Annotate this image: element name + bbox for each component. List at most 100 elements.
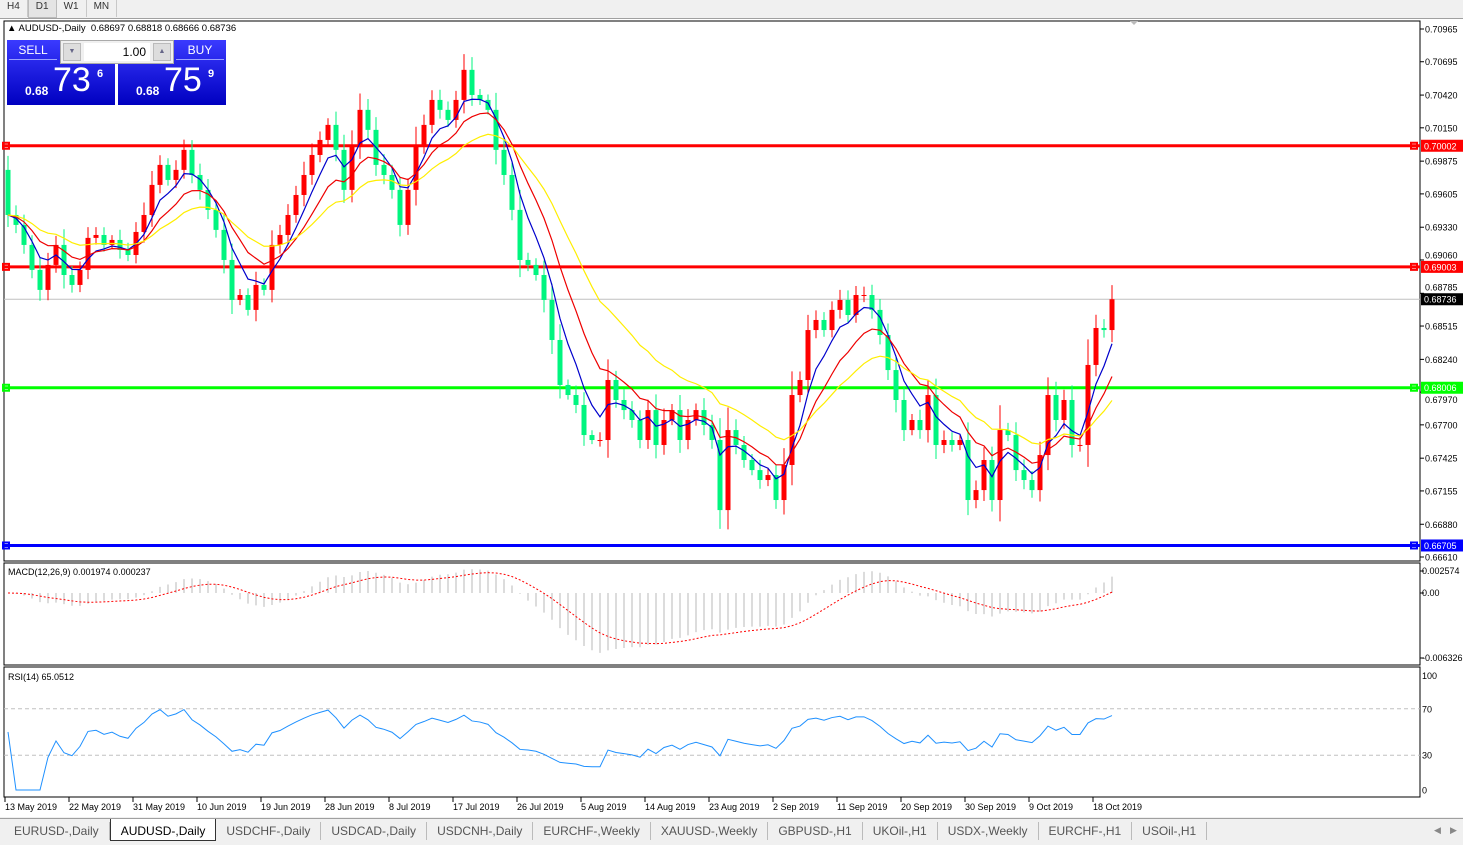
candle-body [853, 295, 859, 316]
candle-body [453, 99, 459, 120]
lot-size-input[interactable]: 1.00 [84, 43, 150, 61]
candle-body [965, 440, 971, 501]
candle-body [341, 149, 347, 190]
candle-body [21, 224, 27, 245]
candle-body [565, 384, 571, 396]
price-tick-label: 0.67155 [1425, 486, 1458, 496]
candle-body [829, 309, 835, 331]
candle-body [429, 99, 435, 125]
date-tick-label: 23 Aug 2019 [709, 802, 760, 812]
candle-body [1101, 327, 1107, 331]
price-chart[interactable]: MACD(12,26,9) 0.001974 0.000237 RSI(14) … [0, 19, 1463, 817]
candle-body [301, 174, 307, 195]
level-anchor-handle [2, 141, 10, 150]
chart-tab-row: EURUSD-,Daily AUDUSD-,Daily USDCHF-,Daily U… [4, 819, 1208, 841]
candle-body [37, 269, 43, 290]
macd-tick-label: 0.002574 [1422, 566, 1460, 576]
candle-body [613, 379, 619, 400]
chart-tab-ukoil-h1[interactable]: UKOil-,H1 [863, 822, 938, 840]
price-tick-label: 0.68240 [1425, 355, 1458, 365]
date-tick-label: 17 Jul 2019 [453, 802, 500, 812]
candle-body [773, 475, 779, 501]
chart-tab-eurchf-weekly[interactable]: EURCHF-,Weekly [533, 822, 651, 840]
candle-body [1093, 327, 1099, 365]
candle-body [629, 410, 635, 420]
level-anchor-handle [2, 541, 10, 550]
buy-price-sup: 9 [208, 68, 215, 80]
price-tick-label: 0.70420 [1425, 91, 1458, 101]
sell-price-sup: 6 [97, 68, 104, 80]
candle-body [509, 174, 515, 210]
candle-body [557, 339, 563, 385]
buy-price-big: 75 [164, 61, 202, 99]
current-price-label: 0.68736 [1424, 295, 1457, 305]
candle-body [125, 249, 131, 255]
price-tick-label: 0.69605 [1425, 189, 1458, 199]
price-tick-label: 0.66880 [1425, 520, 1458, 530]
candle-body [805, 330, 811, 380]
lot-increase-icon[interactable]: ▲ [153, 43, 171, 61]
timeframe-w1[interactable]: W1 [57, 0, 87, 17]
chart-tab-usdcnh-daily[interactable]: USDCNH-,Daily [427, 822, 534, 840]
candle-body [1029, 480, 1035, 491]
timeframe-h4[interactable]: H4 [0, 0, 28, 17]
candle-body [677, 410, 683, 441]
one-click-trading-panel: SELL 0.68 73 6 BUY 0.68 75 9 ▼ 1.00 ▲ [7, 40, 226, 105]
date-tick-label: 18 Oct 2019 [1093, 802, 1142, 812]
date-tick-label: 19 Jun 2019 [261, 802, 311, 812]
candle-body [437, 99, 443, 110]
chart-tab-audusd-daily[interactable]: AUDUSD-,Daily [109, 819, 217, 841]
candle-body [1069, 399, 1075, 445]
chart-tab-usoil-h1[interactable]: USOil-,H1 [1132, 822, 1208, 840]
date-tick-label: 13 May 2019 [5, 802, 57, 812]
chart-tab-usdchf-daily[interactable]: USDCHF-,Daily [216, 822, 322, 840]
moving-average-line [7, 112, 1113, 466]
tabs-scroll-left-icon[interactable]: ◀ [1434, 825, 1441, 835]
candle-body [461, 69, 467, 100]
collapse-triangle-icon[interactable]: ▲ [7, 23, 17, 34]
chart-tab-usdcad-daily[interactable]: USDCAD-,Daily [321, 822, 428, 840]
candle-body [573, 395, 579, 405]
chart-title: ▲ AUDUSD-,Daily 0.68697 0.68818 0.68666 … [7, 23, 236, 34]
chart-tab-xauusd-weekly[interactable]: XAUUSD-,Weekly [651, 822, 769, 840]
timeframe-d1[interactable]: D1 [27, 0, 57, 18]
chart-tab-usdx-weekly[interactable]: USDX-,Weekly [938, 822, 1039, 840]
candle-body [1109, 299, 1115, 331]
candle-body [653, 410, 659, 445]
candle-body [757, 470, 763, 481]
macd-tick-label: 0.00 [1422, 588, 1440, 598]
chart-tab-eurchf-h1[interactable]: EURCHF-,H1 [1039, 822, 1133, 840]
candle-body [717, 440, 723, 511]
tabs-scroll-right-icon[interactable]: ▶ [1450, 825, 1457, 835]
rsi-tick-label: 70 [1422, 704, 1432, 714]
candle-body [229, 259, 235, 300]
candle-body [13, 214, 19, 225]
candle-body [117, 239, 123, 250]
ohlc-values: 0.68697 0.68818 0.68666 0.68736 [90, 23, 237, 34]
chart-tab-eurusd-daily[interactable]: EURUSD-,Daily [4, 822, 110, 840]
candle-body [1085, 364, 1091, 445]
chart-tab-gbpusd-h1[interactable]: GBPUSD-,H1 [768, 822, 863, 840]
candle-body [749, 460, 755, 471]
rsi-label: RSI(14) 65.0512 [8, 672, 74, 682]
date-tick-label: 20 Sep 2019 [901, 802, 952, 812]
candle-body [149, 184, 155, 215]
lot-decrease-icon[interactable]: ▼ [63, 43, 81, 61]
candle-body [333, 124, 339, 150]
candle-body [317, 139, 323, 155]
candle-body [765, 475, 771, 481]
timeframe-mn[interactable]: MN [87, 0, 118, 17]
candle-body [109, 239, 115, 245]
candle-body [77, 269, 83, 285]
candle-body [309, 154, 315, 175]
price-tick-label: 0.66610 [1425, 553, 1458, 563]
candle-body [157, 164, 163, 185]
candle-body [741, 444, 747, 461]
date-tick-label: 22 May 2019 [69, 802, 121, 812]
candle-body [365, 109, 371, 130]
candle-body [1037, 455, 1043, 491]
candle-body [661, 419, 667, 445]
candle-body [845, 299, 851, 316]
candle-body [93, 234, 99, 238]
level-anchor-handle [1410, 541, 1418, 550]
